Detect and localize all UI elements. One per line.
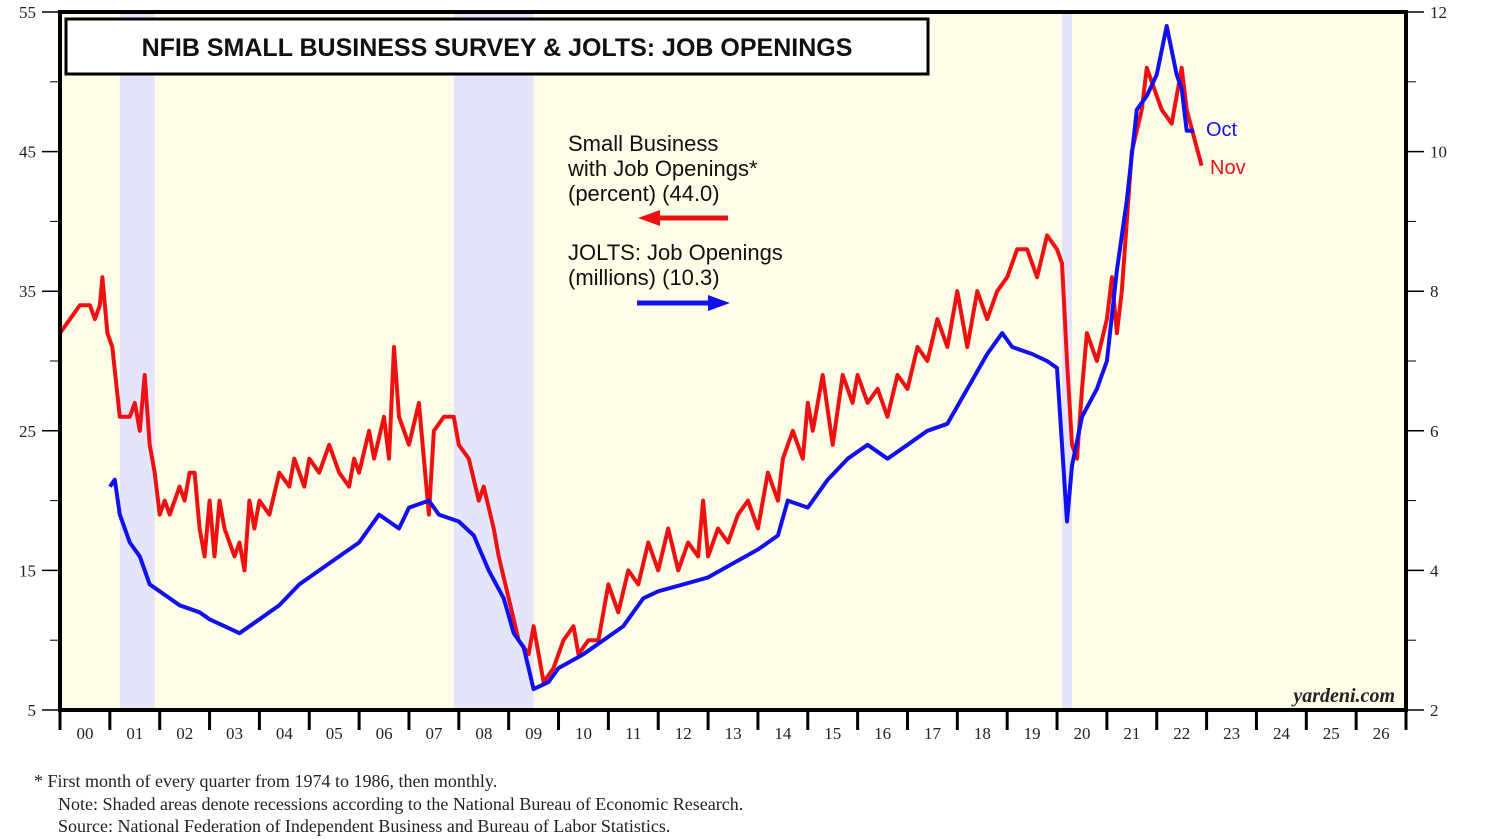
plot-frame bbox=[58, 10, 1408, 712]
x-tick-label: 08 bbox=[475, 724, 492, 743]
blue-series-label-1: JOLTS: Job Openings bbox=[568, 240, 783, 265]
x-tick-label: 04 bbox=[276, 724, 294, 743]
x-tick-label: 11 bbox=[625, 724, 641, 743]
footnote-recessions: Note: Shaded areas denote recessions acc… bbox=[58, 793, 744, 814]
y-right-tick-label: 4 bbox=[1430, 561, 1439, 580]
x-tick-label: 03 bbox=[226, 724, 243, 743]
x-tick-label: 13 bbox=[725, 724, 742, 743]
x-tick-label: 22 bbox=[1173, 724, 1190, 743]
x-tick-label: 24 bbox=[1273, 724, 1291, 743]
y-left-tick-label: 35 bbox=[19, 282, 36, 301]
x-tick-label: 23 bbox=[1223, 724, 1240, 743]
plot-background bbox=[60, 12, 1406, 710]
red-series-label-1: Small Business bbox=[568, 131, 718, 156]
x-tick-label: 00 bbox=[77, 724, 94, 743]
blue-series-label-2: (millions) (10.3) bbox=[568, 265, 720, 290]
x-tick-label: 19 bbox=[1024, 724, 1041, 743]
chart-title: NFIB SMALL BUSINESS SURVEY & JOLTS: JOB … bbox=[142, 34, 853, 62]
footnote-quarterly: * First month of every quarter from 1974… bbox=[34, 771, 498, 791]
left-arrow-icon bbox=[638, 210, 728, 226]
blue-end-label: Oct bbox=[1206, 119, 1238, 141]
y-left-tick-label: 5 bbox=[28, 701, 37, 720]
x-tick-label: 25 bbox=[1323, 724, 1340, 743]
right-arrow-icon bbox=[637, 295, 730, 311]
x-tick-label: 21 bbox=[1123, 724, 1140, 743]
footnotes: * First month of every quarter from 1974… bbox=[34, 770, 743, 838]
x-tick-label: 05 bbox=[326, 724, 343, 743]
title-box bbox=[64, 17, 930, 76]
recession-band bbox=[119, 12, 155, 710]
x-tick-label: 17 bbox=[924, 724, 942, 743]
axis-ticks: 00 01 02 03 04 05 06 07 08 09 10 11 12 13 14 15 16 17 18 19… bbox=[19, 3, 1447, 743]
x-tick-label: 15 bbox=[824, 724, 841, 743]
y-left-tick-label: 25 bbox=[19, 422, 36, 441]
y-right-tick-label: 12 bbox=[1430, 3, 1447, 22]
x-tick-label: 14 bbox=[774, 724, 792, 743]
y-left-tick-label: 15 bbox=[19, 561, 36, 580]
y-left-tick-label: 45 bbox=[19, 143, 36, 162]
red-end-label: Nov bbox=[1210, 157, 1246, 179]
x-tick-label: 12 bbox=[675, 724, 692, 743]
y-left-tick-label: 55 bbox=[19, 3, 36, 22]
y-right-tick-label: 10 bbox=[1430, 143, 1447, 162]
x-tick-label: 26 bbox=[1373, 724, 1390, 743]
red-series-label-2: with Job Openings* bbox=[567, 156, 758, 181]
small-business-series-line bbox=[58, 65, 1204, 685]
x-tick-label: 07 bbox=[425, 724, 443, 743]
x-tick-label: 10 bbox=[575, 724, 592, 743]
series-lines bbox=[58, 24, 1204, 692]
y-right-tick-label: 2 bbox=[1430, 701, 1439, 720]
y-right-tick-label: 6 bbox=[1430, 422, 1439, 441]
jolts-series-line bbox=[108, 24, 1195, 692]
recession-band bbox=[453, 12, 534, 710]
source-watermark: yardeni.com bbox=[1291, 685, 1395, 707]
x-tick-label: 01 bbox=[126, 724, 143, 743]
x-tick-label: 18 bbox=[974, 724, 991, 743]
x-tick-label: 20 bbox=[1074, 724, 1091, 743]
x-tick-label: 16 bbox=[874, 724, 891, 743]
red-series-label-3: (percent) (44.0) bbox=[568, 181, 720, 206]
x-tick-label: 06 bbox=[376, 724, 393, 743]
x-tick-label: 02 bbox=[176, 724, 193, 743]
footnote-source: Source: National Federation of Independe… bbox=[58, 816, 671, 836]
x-tick-label: 09 bbox=[525, 724, 542, 743]
y-right-tick-label: 8 bbox=[1430, 282, 1439, 301]
